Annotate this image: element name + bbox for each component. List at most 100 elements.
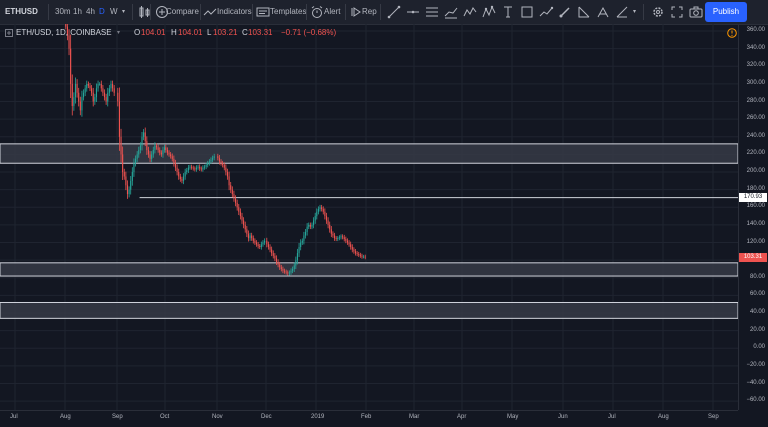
publish-button[interactable]: Publish xyxy=(705,2,747,22)
candle-body xyxy=(272,253,274,256)
legend-high-value: 104.01 xyxy=(178,28,203,37)
plus-circle-icon[interactable] xyxy=(154,4,170,20)
candle-body xyxy=(108,88,110,93)
compare-button[interactable]: Compare xyxy=(166,7,199,16)
interval-1w[interactable]: W xyxy=(110,7,118,16)
candle-body xyxy=(343,237,345,240)
forecast-icon[interactable] xyxy=(538,4,554,20)
time-tick-label: Jun xyxy=(558,414,568,420)
candle-body xyxy=(144,132,146,142)
candle-body xyxy=(274,255,276,259)
candle-body xyxy=(179,176,181,180)
candle-body xyxy=(102,88,104,93)
legend-title[interactable]: ETH/USD, 1D, COINBASE xyxy=(16,28,112,37)
candle-body xyxy=(74,83,77,98)
rectangle-icon[interactable] xyxy=(519,4,535,20)
candle-body xyxy=(126,185,129,195)
candle-body xyxy=(164,147,166,151)
candle-body xyxy=(335,238,337,240)
alert-button[interactable]: Alert xyxy=(324,7,341,16)
interval-4h[interactable]: 4h xyxy=(86,7,95,16)
indicators-icon[interactable] xyxy=(202,4,218,20)
candle-body xyxy=(259,246,261,247)
horizontal-line-icon[interactable] xyxy=(405,4,421,20)
candle-body xyxy=(295,260,297,266)
candle-body xyxy=(364,256,366,258)
candle-body xyxy=(197,166,199,168)
price-zone-rect[interactable] xyxy=(0,143,738,164)
candle-body xyxy=(316,211,318,217)
text-tool-icon[interactable] xyxy=(500,4,516,20)
candle-body xyxy=(233,194,235,199)
price-axis[interactable]: 360.00 340.00 320.00 300.00 280.00 260.00 240.… xyxy=(738,24,768,410)
drawing-tools-dropdown-icon[interactable]: ▾ xyxy=(633,9,637,15)
candle-body xyxy=(243,220,245,225)
interval-dropdown-icon[interactable]: ▾ xyxy=(122,9,126,15)
candle-body xyxy=(91,88,93,93)
candle-body xyxy=(342,236,344,238)
candle-body xyxy=(330,229,332,234)
candle-body xyxy=(138,150,140,155)
candle-body xyxy=(257,244,259,247)
replay-button[interactable]: Rep xyxy=(362,7,377,16)
price-tick-label: 300.00 xyxy=(746,79,765,86)
candle-body xyxy=(353,249,355,252)
candle-body xyxy=(329,224,331,230)
candle-body xyxy=(283,270,286,272)
candle-body xyxy=(192,167,194,169)
time-tick-label: Feb xyxy=(361,414,372,420)
candle-body xyxy=(125,176,127,186)
fib-icon[interactable] xyxy=(462,4,478,20)
candle-body xyxy=(94,97,96,102)
fullscreen-icon[interactable] xyxy=(669,4,685,20)
candle-body xyxy=(107,92,109,102)
measure-icon[interactable] xyxy=(576,4,592,20)
candle-body xyxy=(100,83,102,89)
zoom-in-icon[interactable] xyxy=(595,4,611,20)
candle-body xyxy=(155,145,158,148)
price-zone-rect[interactable] xyxy=(0,301,738,319)
gear-icon[interactable] xyxy=(650,4,666,20)
candle-body xyxy=(178,172,180,177)
candle-body xyxy=(254,240,256,243)
candle-body xyxy=(112,83,114,89)
price-tick-label: 360.00 xyxy=(746,27,765,34)
candle-body xyxy=(184,172,186,177)
symbol-search[interactable]: ETHUSD xyxy=(5,7,38,16)
legend-dropdown-icon[interactable]: ▾ xyxy=(117,30,121,36)
camera-icon[interactable] xyxy=(688,4,704,20)
price-zone-rect[interactable] xyxy=(0,262,738,277)
candle-body xyxy=(231,189,233,195)
candle-body xyxy=(131,172,133,181)
templates-icon[interactable] xyxy=(255,4,271,20)
candle-body xyxy=(160,152,162,155)
pitchfork-icon[interactable] xyxy=(443,4,459,20)
candle-body xyxy=(308,224,310,227)
time-axis[interactable]: Jul Aug Sep Oct Nov Dec 2019 Feb Mar Apr May Jun Jul… xyxy=(0,410,738,427)
candle-body xyxy=(252,238,254,241)
legend-collapse-icon[interactable] xyxy=(5,29,13,37)
parallel-channel-icon[interactable] xyxy=(424,4,440,20)
legend-low-value: 103.21 xyxy=(213,28,238,37)
alarm-clock-icon[interactable] xyxy=(309,4,325,20)
candle-body xyxy=(311,224,313,227)
candle-body xyxy=(217,156,219,158)
pattern-icon[interactable] xyxy=(481,4,497,20)
interval-1d[interactable]: D xyxy=(99,7,105,16)
interval-1h[interactable]: 1h xyxy=(73,7,82,16)
interval-30m[interactable]: 30m xyxy=(55,7,71,16)
candle-body xyxy=(81,97,83,111)
candle-body xyxy=(194,168,196,170)
legend-close-value: 103.31 xyxy=(248,28,273,37)
candle-body xyxy=(333,235,336,239)
replay-icon[interactable] xyxy=(348,4,364,20)
indicators-button[interactable]: Indicators xyxy=(217,7,252,16)
candles-icon[interactable] xyxy=(136,4,152,20)
magnet-icon[interactable] xyxy=(614,4,630,20)
warning-icon[interactable] xyxy=(727,28,737,38)
brush-icon[interactable] xyxy=(557,4,573,20)
templates-button[interactable]: Templates xyxy=(270,7,307,16)
price-chart[interactable] xyxy=(0,24,738,410)
trend-line-icon[interactable] xyxy=(386,4,402,20)
candle-body xyxy=(285,271,287,273)
